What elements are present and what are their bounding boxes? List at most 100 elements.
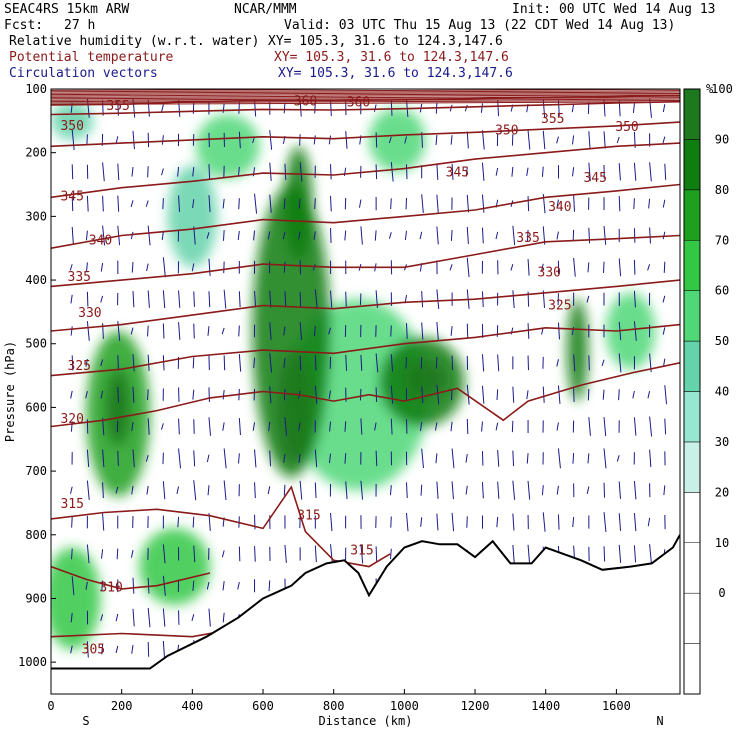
vector-arrow [465, 485, 468, 495]
vector-arrow [206, 232, 210, 239]
vector-arrow [359, 199, 362, 208]
upper-isentrope [51, 94, 680, 98]
vector-arrow [527, 480, 531, 500]
vector-arrow [480, 103, 483, 113]
vector-arrow [421, 322, 424, 340]
vector-arrow [130, 550, 134, 558]
x-tick-label: 1600 [602, 699, 631, 713]
vector-arrow [390, 161, 394, 182]
vector-arrow [147, 166, 149, 178]
vector-arrow [633, 480, 637, 500]
vector-arrow [71, 355, 74, 371]
vector-arrow [436, 226, 439, 245]
contour-label: 345 [60, 190, 83, 205]
vector-arrow [86, 195, 89, 212]
header-field1-xy: XY= 105.3, 31.6 to 124.3,147.6 [268, 34, 503, 49]
vector-arrow [283, 326, 286, 336]
vector-arrow [208, 195, 211, 213]
vector-arrow [588, 227, 591, 244]
vector-arrow [603, 226, 607, 245]
contour-label: 355 [106, 99, 129, 114]
vector-arrow [208, 164, 211, 180]
colorbar-tick-label: 100 [711, 82, 733, 96]
vector-arrow [178, 418, 180, 435]
vector-arrow [421, 448, 424, 469]
vector-arrow [436, 321, 439, 341]
vector-arrow [161, 104, 164, 112]
vector-arrow [162, 323, 165, 339]
upper-isentrope [51, 101, 680, 105]
vector-arrow [649, 162, 652, 182]
vector-arrow [557, 514, 560, 530]
vector-arrow [345, 354, 348, 371]
vector-arrow [192, 357, 195, 369]
vector-arrow [586, 295, 590, 303]
upper-isentrope [51, 97, 680, 101]
header-valid: Valid: 03 UTC Thu 15 Aug 13 (22 CDT Wed … [284, 18, 676, 33]
header-field3: Circulation vectors [9, 66, 158, 81]
vector-arrow [314, 482, 317, 498]
vector-arrow [178, 448, 182, 469]
vector-arrow [603, 512, 607, 532]
vector-arrow [632, 103, 635, 113]
vector-arrow [283, 389, 286, 401]
vector-arrow [556, 422, 559, 431]
vector-arrow [254, 449, 257, 468]
vector-arrow [450, 326, 453, 336]
vector-arrow [481, 421, 483, 432]
vector-arrow [405, 357, 407, 369]
vector-arrow [131, 422, 134, 431]
vector-arrow [345, 131, 348, 149]
vector-arrow [314, 198, 316, 210]
vector-arrow [390, 548, 392, 560]
vector-arrow [497, 449, 500, 467]
vector-arrow [436, 481, 439, 499]
vector-arrow [648, 198, 651, 209]
vector-arrow [481, 130, 485, 150]
vector-arrow [419, 231, 423, 240]
vector-arrow [269, 450, 272, 467]
vector-arrow [71, 129, 75, 150]
vector-arrow [451, 448, 455, 469]
upper-isentrope [51, 98, 680, 103]
vector-arrow [375, 353, 379, 373]
colorbar-frame [683, 88, 701, 695]
vector-arrow [269, 322, 272, 340]
vector-arrow [345, 481, 348, 500]
contour-label: 320 [60, 412, 83, 427]
vector-arrow [283, 102, 286, 114]
vector-arrow [662, 199, 666, 208]
vector-arrow [238, 131, 241, 149]
vector-arrow [193, 291, 195, 307]
isentrope-325 [51, 323, 680, 377]
vector-arrow [130, 231, 134, 240]
vector-arrow [299, 480, 303, 500]
vector-arrow [649, 544, 652, 564]
header-field3-xy: XY= 105.3, 31.6 to 124.3,147.6 [278, 66, 513, 81]
vector-arrow [71, 196, 74, 212]
axes: 100 200 300 400 500 600 700 800 900 1000 0 200 400 60… [3, 82, 664, 728]
contour-label: 350 [60, 119, 83, 134]
vector-arrow [344, 421, 347, 432]
vector-arrow [193, 545, 196, 563]
vector-arrow [101, 644, 104, 655]
rh-region [284, 146, 313, 261]
vector-arrow [117, 450, 119, 466]
vector-arrow [284, 163, 287, 180]
vector-arrow [100, 390, 104, 399]
vector-arrow [193, 450, 196, 467]
header-field2-xy: XY= 105.3, 31.6 to 124.3,147.6 [274, 50, 509, 65]
vector-arrow [557, 322, 560, 340]
vector-arrow [238, 291, 241, 308]
vector-arrow [664, 418, 667, 435]
vector-arrow [207, 326, 210, 336]
vector-arrow [556, 199, 559, 208]
vector-arrow [451, 163, 454, 180]
colorbar-swatch [683, 240, 701, 291]
contour-label: 330 [538, 265, 561, 280]
vector-arrow [314, 545, 317, 563]
vector-arrow [436, 384, 440, 405]
vector-arrow [495, 422, 499, 431]
vector-arrow [616, 136, 620, 144]
